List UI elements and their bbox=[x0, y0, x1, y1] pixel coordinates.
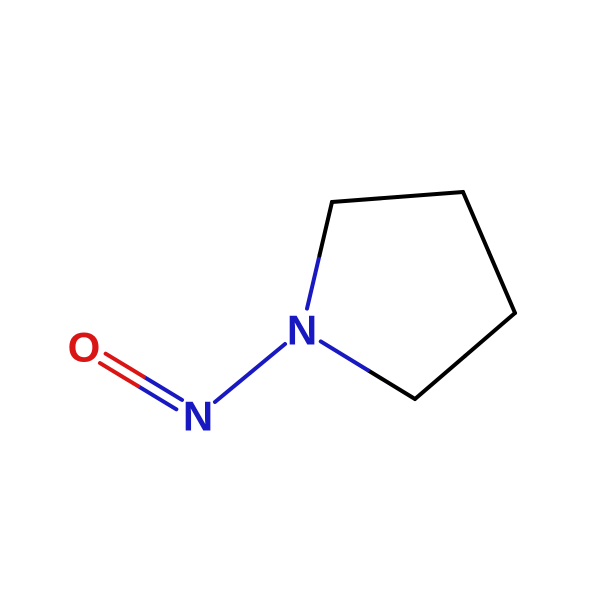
bond-N1-C2 bbox=[307, 255, 319, 308]
atom-label-O1: O bbox=[68, 324, 101, 371]
bond-C5-N1 bbox=[321, 341, 368, 370]
bond-N1-C2 bbox=[320, 202, 332, 255]
atom-label-N2: N bbox=[183, 393, 213, 440]
bond-N1-N2 bbox=[250, 344, 285, 373]
bond-C5-N1 bbox=[368, 370, 415, 399]
bond-C3-C4 bbox=[489, 253, 515, 314]
molecule-canvas: N N O bbox=[0, 0, 600, 600]
bond-C4-C5 bbox=[415, 356, 465, 399]
bond-N2-O1 bbox=[138, 386, 176, 409]
bond-N2-O1 bbox=[106, 354, 144, 377]
bond-C4-C5 bbox=[465, 313, 515, 356]
bond-C3-C4 bbox=[463, 192, 489, 253]
atoms-layer: N N O bbox=[68, 307, 318, 440]
bond-C2-C3 bbox=[398, 192, 464, 197]
bond-N2-O1 bbox=[100, 363, 138, 386]
bonds-layer bbox=[100, 192, 515, 409]
bond-N2-O1 bbox=[144, 377, 182, 400]
bond-C2-C3 bbox=[332, 197, 398, 202]
atom-label-N1: N bbox=[287, 307, 317, 354]
bond-N1-N2 bbox=[215, 373, 250, 402]
